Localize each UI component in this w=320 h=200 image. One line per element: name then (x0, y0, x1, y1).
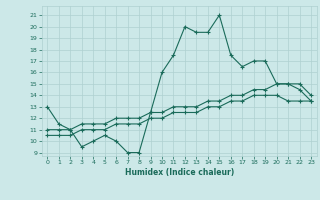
X-axis label: Humidex (Indice chaleur): Humidex (Indice chaleur) (124, 168, 234, 177)
